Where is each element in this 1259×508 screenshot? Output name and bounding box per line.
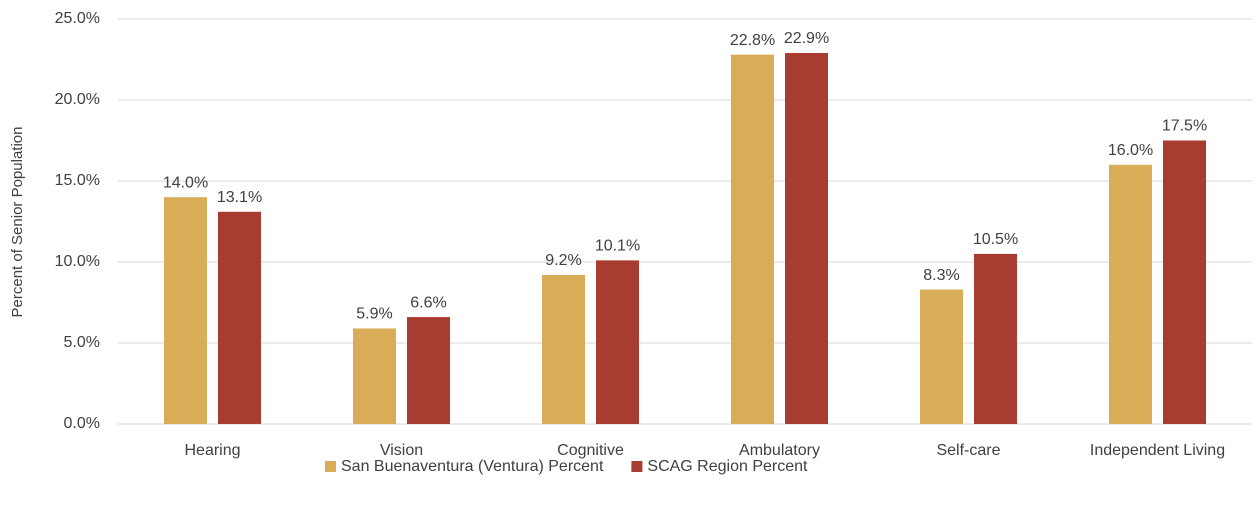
bar xyxy=(596,260,639,424)
x-tick-label: Vision xyxy=(380,442,423,459)
bar xyxy=(164,197,207,424)
bar xyxy=(407,317,450,424)
y-tick-label: 5.0% xyxy=(64,334,100,351)
bar xyxy=(1109,164,1152,425)
value-label: 5.9% xyxy=(356,306,392,323)
bar xyxy=(785,53,828,425)
bar xyxy=(542,274,585,424)
value-label: 6.6% xyxy=(410,294,446,311)
x-tick-label: Self-care xyxy=(936,442,1000,459)
bar xyxy=(218,211,261,424)
x-tick-label: Hearing xyxy=(184,442,240,459)
y-tick-label: 0.0% xyxy=(64,415,100,432)
value-label: 13.1% xyxy=(217,189,262,206)
value-label: 22.9% xyxy=(784,30,829,47)
value-label: 10.5% xyxy=(973,231,1018,248)
value-label: 9.2% xyxy=(545,252,581,269)
bar xyxy=(920,289,963,424)
value-label: 8.3% xyxy=(923,267,959,284)
value-label: 22.8% xyxy=(730,32,775,49)
value-label: 17.5% xyxy=(1162,118,1207,135)
value-label: 10.1% xyxy=(595,238,640,255)
legend-swatch xyxy=(325,461,336,472)
bar xyxy=(731,54,774,424)
value-label: 16.0% xyxy=(1108,142,1153,159)
y-axis-label: Percent of Senior Population xyxy=(9,127,26,318)
legend-label: SCAG Region Percent xyxy=(647,458,808,475)
value-label: 14.0% xyxy=(163,174,208,191)
bar xyxy=(1163,140,1206,424)
bar xyxy=(353,328,396,424)
y-tick-label: 25.0% xyxy=(55,10,100,27)
y-tick-label: 15.0% xyxy=(55,172,100,189)
x-tick-label: Independent Living xyxy=(1090,442,1225,459)
x-tick-label: Cognitive xyxy=(557,442,624,459)
y-tick-label: 10.0% xyxy=(55,253,100,270)
legend-swatch xyxy=(631,461,643,472)
legend-label: San Buenaventura (Ventura) Percent xyxy=(341,458,604,475)
bar xyxy=(974,253,1017,424)
x-tick-label: Ambulatory xyxy=(739,442,820,459)
y-tick-label: 20.0% xyxy=(55,91,100,108)
